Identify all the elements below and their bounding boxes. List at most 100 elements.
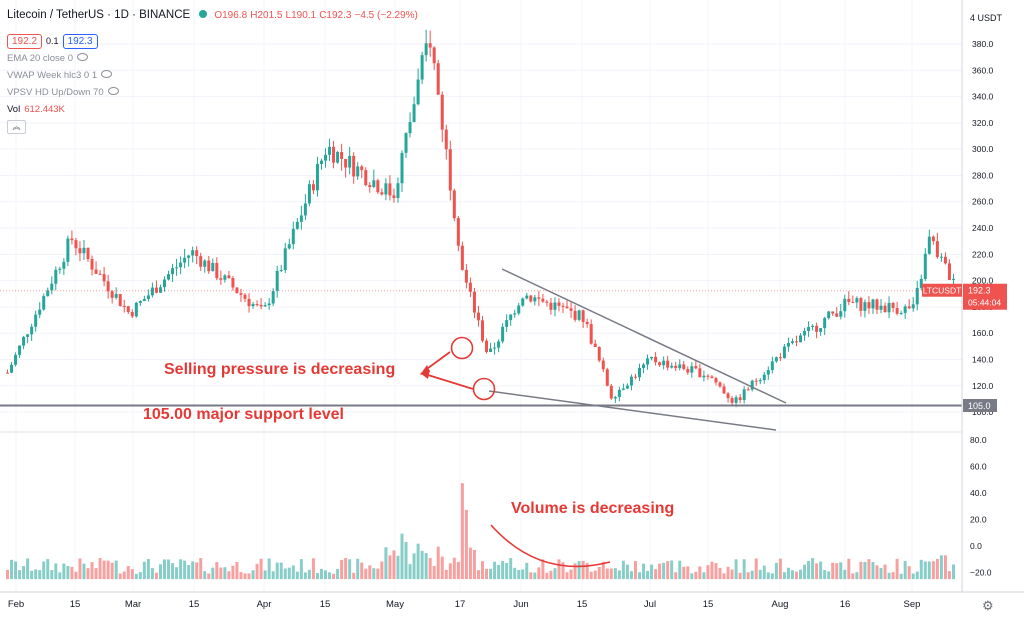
volume-bar xyxy=(356,558,360,580)
candle-body xyxy=(448,149,452,191)
candle-body xyxy=(62,261,66,269)
candle-body xyxy=(859,298,863,311)
volume-bar xyxy=(778,558,782,580)
volume-bar xyxy=(762,565,766,580)
volume-bar xyxy=(706,565,710,580)
volume-bar xyxy=(742,559,746,580)
eye-icon[interactable] xyxy=(77,53,89,61)
ask-button[interactable]: 192.3 xyxy=(62,34,98,49)
candle-body xyxy=(786,342,790,347)
volume-bar xyxy=(646,570,650,580)
candle-body xyxy=(70,238,74,241)
eye-icon[interactable] xyxy=(101,70,113,78)
market-status-dot xyxy=(199,10,208,18)
candle-body xyxy=(710,376,714,379)
eye-icon[interactable] xyxy=(107,87,119,95)
candle-body xyxy=(416,79,420,105)
candle-body xyxy=(223,275,227,280)
indicator-vpsv[interactable]: VPSV HD Up/Down 70 xyxy=(7,87,119,98)
volume-bar xyxy=(577,561,581,580)
volume-bar xyxy=(517,569,521,580)
volume-bar xyxy=(154,572,158,580)
volume-bar xyxy=(332,573,336,580)
candle-body xyxy=(247,298,251,307)
price-tick-label: 140.0 xyxy=(972,354,994,364)
candle-body xyxy=(951,278,955,280)
candle-body xyxy=(46,290,50,297)
indicator-vwap[interactable]: VWAP Week hlc3 0 1 xyxy=(7,70,113,81)
candle-body xyxy=(368,185,372,188)
candle-body xyxy=(625,385,629,389)
volume-bar xyxy=(94,568,98,580)
candle-body xyxy=(561,305,565,307)
symbol-title[interactable]: Litecoin / TetherUS · 1D · BINANCE xyxy=(7,9,191,21)
candle-body xyxy=(106,281,110,292)
volume-bar xyxy=(754,558,758,580)
volume-bar xyxy=(126,566,130,580)
candle-body xyxy=(324,154,328,161)
arrow-lower xyxy=(427,374,474,390)
candle-body xyxy=(754,380,758,382)
volume-bar xyxy=(493,561,497,580)
volume-bar xyxy=(42,561,46,580)
candle-body xyxy=(794,341,798,343)
candle-body xyxy=(380,192,384,195)
symbol-badge-label: LTCUSDT xyxy=(923,286,962,296)
candle-body xyxy=(629,376,633,386)
candle-body xyxy=(670,365,674,368)
candle-body xyxy=(702,375,706,378)
candle-body xyxy=(827,311,831,319)
volume-bar xyxy=(722,573,726,580)
volume-bar xyxy=(255,563,259,580)
candle-body xyxy=(674,365,678,369)
upper-trendline[interactable] xyxy=(501,268,787,404)
volume-bar xyxy=(408,564,412,580)
candle-body xyxy=(839,311,843,317)
indicator-volume[interactable]: Vol 612.443K xyxy=(7,104,65,115)
volume-bar xyxy=(871,562,875,580)
candle-body xyxy=(436,63,440,95)
volume-bar xyxy=(746,572,750,580)
candle-body xyxy=(803,330,807,336)
volume-bar xyxy=(581,560,585,580)
candle-body xyxy=(565,306,569,309)
settings-gear-icon[interactable]: ⚙ xyxy=(982,598,994,613)
candle-body xyxy=(911,304,915,309)
candle-body xyxy=(207,260,211,272)
lower-trendline[interactable] xyxy=(488,390,777,431)
volume-bar xyxy=(251,570,255,580)
candle-body xyxy=(569,308,573,311)
volume-bar xyxy=(597,566,601,580)
volume-bar xyxy=(915,571,919,580)
candle-body xyxy=(746,389,750,391)
candle-body xyxy=(114,294,118,298)
indicator-ema[interactable]: EMA 20 close 0 xyxy=(7,53,89,64)
candle-body xyxy=(295,221,299,229)
candle-body xyxy=(883,305,887,313)
collapse-indicators-button[interactable]: ︽ xyxy=(7,120,26,134)
candle-body xyxy=(617,389,621,397)
volume-tick-label: −20.0 xyxy=(970,568,992,578)
bid-button[interactable]: 192.2 xyxy=(7,34,43,49)
volume-bar xyxy=(247,573,251,580)
candle-body xyxy=(219,278,223,280)
candle-body xyxy=(10,364,14,373)
candle-body xyxy=(319,160,323,164)
volume-bar xyxy=(239,572,243,580)
volume-bar xyxy=(46,559,50,580)
candle-body xyxy=(650,356,654,359)
volume-bar xyxy=(384,547,388,580)
candle-body xyxy=(384,183,388,195)
time-tick-label: 15 xyxy=(577,599,588,610)
time-tick-label: 15 xyxy=(320,599,331,610)
volume-bar xyxy=(851,573,855,580)
volume-bar xyxy=(481,561,484,580)
candle-body xyxy=(690,366,694,373)
volume-bar xyxy=(372,568,376,580)
volume-bar xyxy=(501,560,505,580)
candle-body xyxy=(485,340,489,353)
volume-bar xyxy=(835,563,839,580)
candle-body xyxy=(328,146,332,155)
candle-body xyxy=(734,397,738,403)
